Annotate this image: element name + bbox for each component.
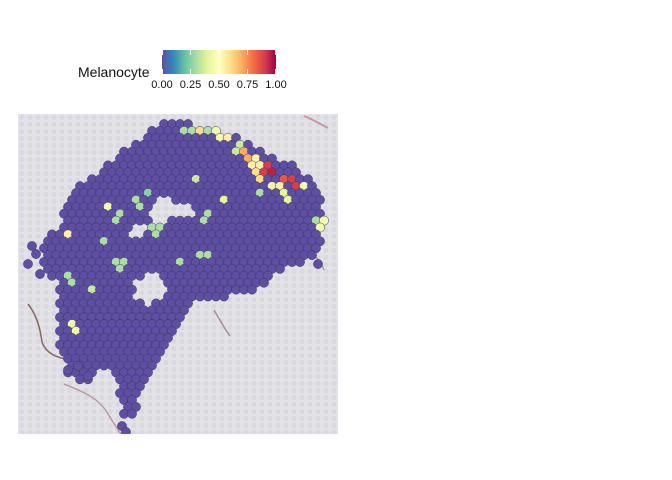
spot [247,284,257,295]
spot [127,408,137,419]
spot [83,371,93,381]
legend-title: Melanocyte [78,64,150,80]
colorbar-tick-label: 0.75 [236,79,259,91]
spot [135,270,145,281]
colorbar-tick-label: 1.00 [265,79,287,91]
colorbar-tick-label: 0.50 [208,79,230,91]
spatial-feature-plot [18,114,338,434]
colorbar-tick-label: 0.00 [151,79,173,91]
spot [73,361,83,371]
spot [219,291,229,302]
spot [275,264,285,274]
spot [31,249,41,259]
spot [259,277,269,288]
tissue-stain-marks [27,115,329,434]
spot [27,241,37,251]
spot [295,257,305,267]
spot [307,250,317,260]
spot [35,269,45,279]
legend-colorbar [162,50,276,74]
colorbar-tick-label: 0.25 [179,79,202,91]
spot [121,427,131,434]
spot-layer [23,119,329,434]
spot [23,259,33,269]
spot [63,365,73,375]
spot [313,259,323,269]
